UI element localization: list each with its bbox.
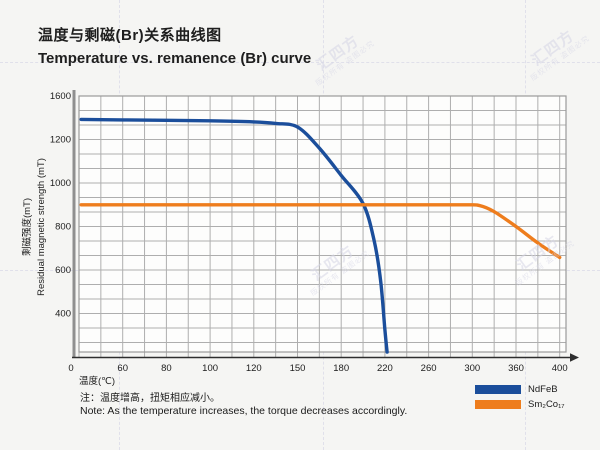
x-tick-label: 0 [68,363,73,374]
chart-title-en: Temperature vs. remanence (Br) curve [38,50,312,67]
y-tick-label: 600 [55,265,71,276]
x-tick-label: 120 [246,363,262,374]
plot-border [78,95,567,353]
chart-title-zh: 温度与剩磁(Br)关系曲线图 [38,27,222,44]
x-tick-label: 100 [202,363,218,374]
chart-legend: NdFeB Sm₂Co₁₇ [475,382,565,412]
sm2co17-curve [79,203,562,260]
x-tick-label: 220 [377,363,393,374]
footnote-zh: 注：温度增高，扭矩相应减小。 [80,393,220,404]
x-tick-label: 60 [117,363,128,374]
x-tick-label: 180 [333,363,349,374]
plot-area [79,96,566,352]
y-tick-label: 400 [55,309,71,320]
x-tick-label: 150 [290,363,306,374]
title-block: 温度与剩磁(Br)关系曲线图 Temperature vs. remanence… [38,24,311,70]
y-tick-label: 800 [55,222,71,233]
x-tick-label: 360 [508,363,524,374]
legend-item-sm2co17: Sm₂Co₁₇ [475,397,565,411]
x-tick-label: 300 [464,363,480,374]
y-tick-label: 1000 [50,178,71,189]
footnote-block: 注：温度增高，扭矩相应减小。 Note: As the temperature … [80,392,407,418]
legend-label-sm2co17: Sm₂Co₁₇ [528,398,565,410]
x-tick-label: 400 [552,363,568,374]
y-axis-spine [72,90,76,358]
sm2co17-color-swatch [475,399,521,409]
legend-item-ndfeb: NdFeB [475,382,565,396]
x-tick-label: 80 [161,363,172,374]
footnote-en: Note: As the temperature increases, the … [80,405,408,417]
ndfeb-curve [79,117,389,354]
ndfeb-color-swatch [475,384,521,394]
legend-label-ndfeb: NdFeB [528,383,558,395]
x-axis-arrow [570,353,579,362]
y-axis-title-en: Residual magnetic strength (mT) [36,158,47,296]
y-axis-title-zh: 剩磁强度(mT) [21,198,33,256]
y-tick-label: 1200 [50,135,71,146]
x-tick-label: 260 [421,363,437,374]
y-tick-label: 1600 [50,91,71,102]
x-axis-title: 温度(℃) [79,375,115,387]
